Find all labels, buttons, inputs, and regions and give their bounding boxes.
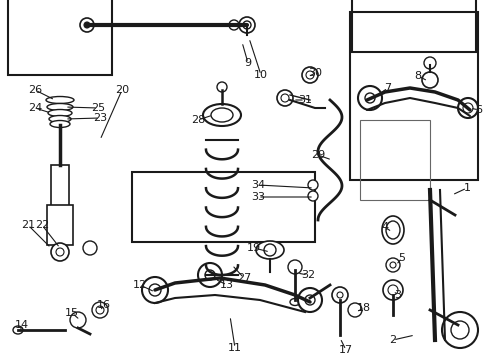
Circle shape <box>80 18 94 32</box>
Ellipse shape <box>47 104 73 111</box>
Text: 23: 23 <box>93 113 107 123</box>
Text: 26: 26 <box>28 85 42 95</box>
Ellipse shape <box>46 96 74 104</box>
Circle shape <box>305 71 313 79</box>
Text: 6: 6 <box>474 105 482 115</box>
Circle shape <box>70 312 86 328</box>
Text: 17: 17 <box>338 345 352 355</box>
Circle shape <box>204 270 215 280</box>
Circle shape <box>441 312 477 348</box>
Circle shape <box>264 244 275 256</box>
Text: 18: 18 <box>356 303 370 313</box>
Circle shape <box>302 67 317 83</box>
Ellipse shape <box>50 121 70 127</box>
Text: 12: 12 <box>133 280 147 290</box>
Bar <box>359 120 429 200</box>
Text: 8: 8 <box>414 71 421 81</box>
Text: 20: 20 <box>115 85 129 95</box>
Ellipse shape <box>203 104 241 126</box>
Text: 4: 4 <box>381 222 388 232</box>
Ellipse shape <box>289 298 299 306</box>
Circle shape <box>336 292 342 298</box>
Text: 24: 24 <box>28 103 42 113</box>
Text: 27: 27 <box>236 273 251 283</box>
Circle shape <box>142 277 168 303</box>
Text: 13: 13 <box>220 280 234 290</box>
Text: 25: 25 <box>91 103 105 113</box>
Circle shape <box>287 260 302 274</box>
Ellipse shape <box>385 221 399 239</box>
Text: 30: 30 <box>307 68 321 78</box>
Bar <box>132 172 314 242</box>
Text: 15: 15 <box>65 308 79 318</box>
Circle shape <box>281 94 288 102</box>
Circle shape <box>84 22 90 28</box>
Ellipse shape <box>13 326 23 334</box>
Text: 5: 5 <box>398 253 405 263</box>
Text: 22: 22 <box>35 220 49 230</box>
Circle shape <box>96 306 104 314</box>
Circle shape <box>217 82 226 92</box>
Circle shape <box>347 303 361 317</box>
Circle shape <box>56 248 64 256</box>
Ellipse shape <box>256 241 284 259</box>
Circle shape <box>450 321 468 339</box>
Ellipse shape <box>381 216 403 244</box>
Circle shape <box>387 285 397 295</box>
Bar <box>8 0 112 75</box>
Circle shape <box>239 17 254 33</box>
Bar <box>351 0 475 52</box>
Circle shape <box>305 295 314 305</box>
Text: 31: 31 <box>297 95 311 105</box>
Bar <box>47 205 73 245</box>
Text: 16: 16 <box>97 300 111 310</box>
Circle shape <box>385 258 399 272</box>
Text: 28: 28 <box>190 115 204 125</box>
Ellipse shape <box>49 116 71 122</box>
Text: 32: 32 <box>300 270 314 280</box>
Text: 34: 34 <box>250 180 264 190</box>
Circle shape <box>198 263 222 287</box>
Circle shape <box>357 86 381 110</box>
Text: 10: 10 <box>253 70 267 80</box>
Circle shape <box>83 241 97 255</box>
Text: 3: 3 <box>394 290 401 300</box>
Text: 21: 21 <box>21 220 35 230</box>
Bar <box>51 165 69 210</box>
Bar <box>349 12 477 180</box>
Circle shape <box>51 243 69 261</box>
Circle shape <box>389 262 395 268</box>
Text: 19: 19 <box>246 243 261 253</box>
Ellipse shape <box>210 108 232 122</box>
Circle shape <box>423 57 435 69</box>
Circle shape <box>457 98 477 118</box>
Circle shape <box>307 191 317 201</box>
Circle shape <box>307 180 317 190</box>
Circle shape <box>382 280 402 300</box>
Circle shape <box>276 90 292 106</box>
Circle shape <box>228 20 239 30</box>
Circle shape <box>462 103 472 113</box>
Text: 11: 11 <box>227 343 242 353</box>
Circle shape <box>92 302 108 318</box>
Text: 2: 2 <box>388 335 396 345</box>
Circle shape <box>421 72 437 88</box>
Text: 33: 33 <box>250 192 264 202</box>
Text: 14: 14 <box>15 320 29 330</box>
Circle shape <box>149 284 161 296</box>
Text: 1: 1 <box>463 183 469 193</box>
Circle shape <box>331 287 347 303</box>
Ellipse shape <box>48 109 72 117</box>
Circle shape <box>297 288 321 312</box>
Circle shape <box>243 21 250 29</box>
Text: 9: 9 <box>244 58 251 68</box>
Text: 29: 29 <box>310 150 325 160</box>
Text: 7: 7 <box>384 83 391 93</box>
Circle shape <box>364 93 374 103</box>
